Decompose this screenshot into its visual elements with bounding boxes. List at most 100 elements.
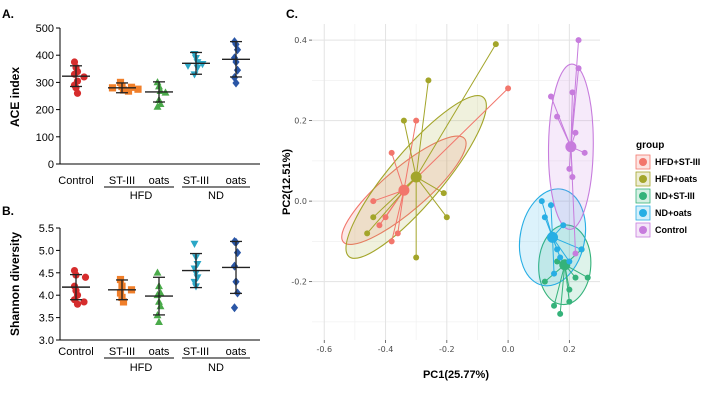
a-y-tick-label: 200 — [36, 105, 54, 117]
spoke-1 — [366, 176, 417, 234]
panel-a-y-ticks: 0 100 200 300 400 500 — [36, 23, 260, 171]
panel-c-legend: group HFD+ST-III HFD+oats ND+ST-III ND+oats… — [635, 140, 700, 238]
sample-point-1 — [400, 117, 407, 124]
spoke-0 — [397, 190, 405, 234]
sample-point-3 — [538, 198, 545, 205]
sample-point-1 — [370, 214, 377, 221]
sample-point-3 — [566, 258, 573, 265]
x-tick-label: -0.6 — [316, 345, 332, 354]
sample-point-4 — [569, 173, 576, 180]
legend-label-1: HFD+oats — [655, 174, 697, 184]
spoke-1 — [372, 176, 417, 218]
sample-point-0 — [370, 198, 377, 205]
b-data-point — [119, 298, 128, 306]
legend-label-0: HFD+ST-III — [655, 157, 700, 167]
legend-dot-3 — [639, 209, 647, 217]
b-y-tick-label: 4.5 — [39, 268, 54, 280]
panel-a-group-hfd: HFD — [130, 190, 153, 202]
sample-point-1 — [413, 254, 420, 261]
sample-point-3 — [547, 202, 554, 209]
panel-a-group-nd: ND — [208, 190, 224, 202]
panel-a-x-label-hfd-oats: oats — [149, 175, 170, 187]
sample-point-3 — [578, 246, 585, 253]
sample-point-4 — [566, 165, 573, 172]
a-y-tick-label: 300 — [36, 77, 54, 89]
panel-a-label: A. — [2, 7, 14, 21]
sample-point-3 — [557, 254, 564, 261]
x-tick-label: -0.4 — [378, 345, 394, 354]
legend-item-3: ND+oats — [635, 205, 692, 221]
sample-point-4 — [581, 149, 588, 156]
panel-a-marks — [62, 37, 250, 110]
spoke-1 — [415, 43, 497, 178]
spoke-4 — [570, 92, 573, 147]
x-tick-label: 0.2 — [563, 345, 576, 354]
sample-point-2 — [572, 274, 579, 281]
sample-point-1 — [443, 214, 450, 221]
spoke-4 — [556, 116, 572, 147]
spoke-2 — [553, 264, 566, 306]
a-data-point — [70, 58, 79, 66]
panel-c-x-title: PC1(25.77%) — [423, 369, 489, 381]
panel-a-x-label-nd-oats: oats — [226, 175, 247, 187]
legend-label-4: Control — [655, 225, 687, 235]
panel-b-x-label-nd-st-iii: ST-III — [183, 346, 209, 358]
sample-point-4 — [569, 89, 576, 96]
sample-point-1 — [492, 41, 499, 48]
panel-b: B. Shannon diversity 3.03.54.04.55.05.5 … — [2, 204, 260, 374]
sample-point-4 — [572, 129, 579, 136]
b-data-point — [153, 268, 162, 276]
sample-point-4 — [575, 65, 582, 72]
sample-point-0 — [505, 85, 512, 92]
sample-point-0 — [388, 238, 395, 245]
legend-item-0: HFD+ST-III — [635, 154, 700, 170]
y-tick-label: 0.0 — [294, 197, 307, 206]
b-data-point — [73, 300, 82, 308]
panel-b-x-label-control: Control — [58, 346, 93, 358]
x-tick-label: 0.0 — [502, 345, 515, 354]
panel-a-x-label-hfd-st-iii: ST-III — [109, 175, 135, 187]
a-y-tick-label: 400 — [36, 50, 54, 62]
panel-b-x-label-nd-oats: oats — [226, 346, 247, 358]
b-data-point — [116, 289, 125, 297]
a-data-point — [193, 64, 202, 72]
b-data-point — [81, 273, 90, 281]
centroid-1 — [410, 171, 422, 183]
panel-c-gridlines — [312, 24, 600, 340]
panel-a-x-label-control: Control — [58, 175, 93, 187]
panel-c-ticks: -0.6 -0.4 -0.2 0.0 0.2 -0.2 0.0 0.2 0.4 — [291, 36, 575, 354]
x-tick-label: -0.2 — [439, 345, 455, 354]
legend-item-1: HFD+oats — [635, 171, 697, 187]
panel-c-label: C. — [286, 7, 298, 21]
spoke-2 — [559, 264, 566, 314]
legend-dot-4 — [639, 226, 647, 234]
a-data-point — [73, 89, 82, 97]
centroid-4 — [565, 141, 577, 153]
sample-point-3 — [541, 214, 548, 221]
panel-a-group-labels: HFD ND — [104, 186, 250, 202]
panel-a-x-labels: Control ST-III oats ST-III oats — [58, 175, 247, 187]
spoke-1 — [415, 176, 448, 218]
a-data-point — [119, 86, 128, 94]
panel-c-plot-background — [312, 24, 600, 340]
sample-point-4 — [572, 250, 579, 257]
b-y-tick-label: 3.5 — [39, 313, 54, 325]
b-y-tick-label: 5.0 — [39, 245, 54, 257]
sample-point-2 — [557, 310, 564, 317]
panel-c-spokes — [366, 40, 588, 314]
centroid-3 — [547, 231, 559, 243]
sample-point-3 — [560, 222, 567, 229]
b-data-point — [80, 298, 88, 306]
legend-dot-0 — [639, 158, 647, 166]
legend-dot-1 — [639, 175, 647, 183]
a-data-point — [80, 73, 88, 81]
b-y-tick-label: 3.0 — [39, 335, 54, 347]
panel-c-points — [364, 37, 591, 317]
panel-a: A. ACE index 0 100 200 300 400 500 Control ST… — [2, 7, 260, 202]
panel-b-group-hfd: HFD — [130, 362, 153, 374]
sample-point-2 — [566, 298, 573, 305]
panel-b-x-labels: Control ST-III oats ST-III oats — [58, 346, 247, 358]
a-data-point — [134, 85, 142, 93]
spoke-0 — [391, 190, 405, 242]
